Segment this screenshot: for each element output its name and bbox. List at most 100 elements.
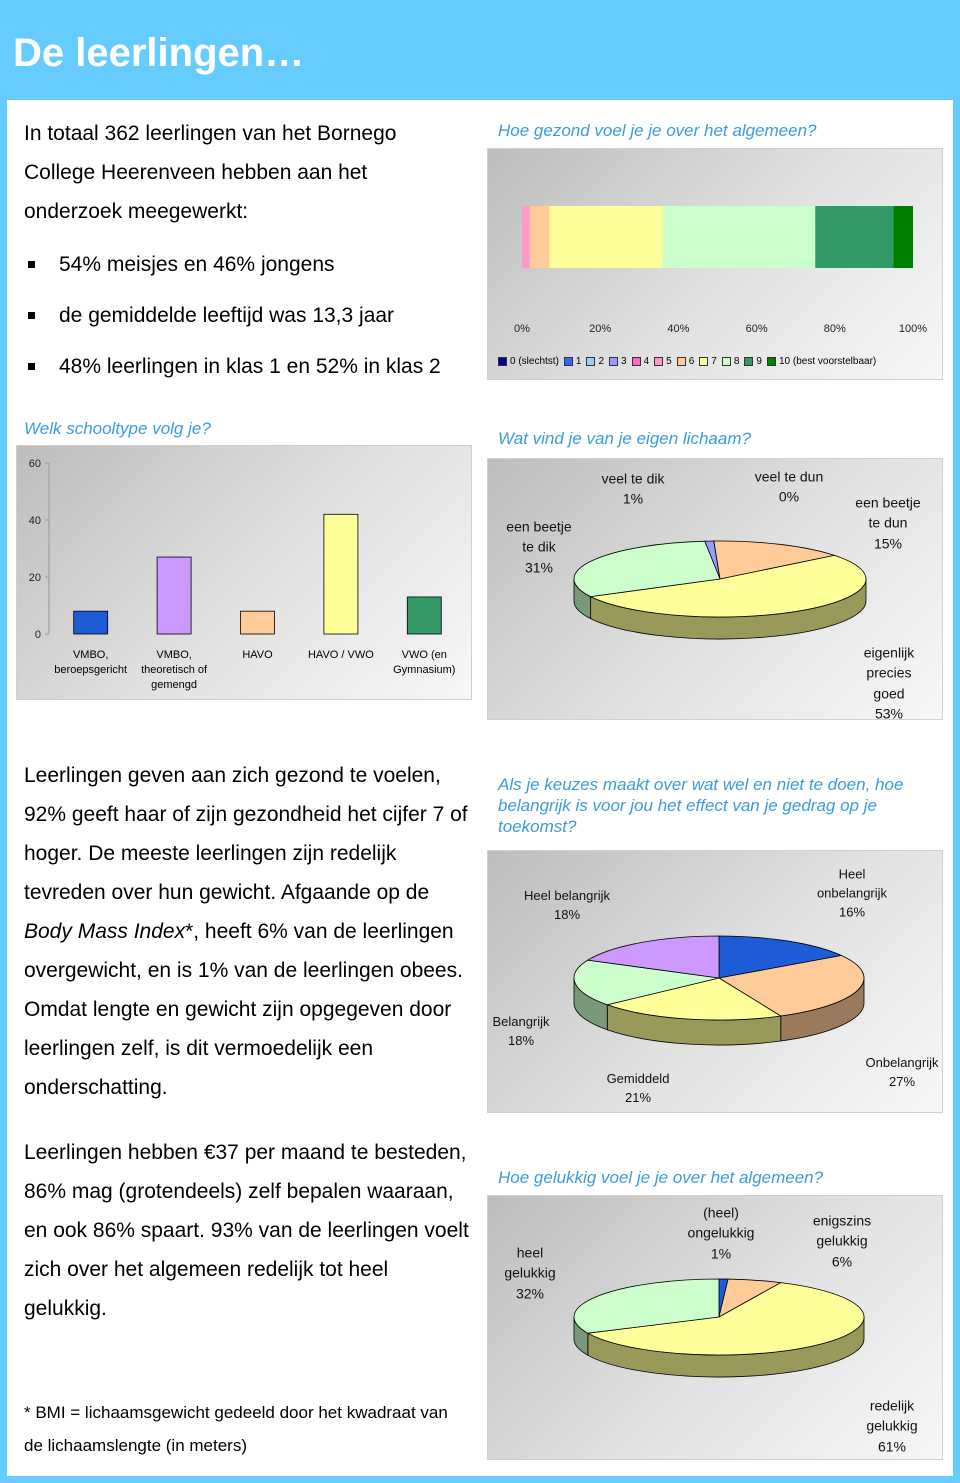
bar-segment	[522, 206, 530, 268]
legend-label: 2	[598, 356, 605, 367]
slice-name: Gemiddeld	[606, 1071, 670, 1087]
slice-label: redelijk gelukkig 61%	[857, 1396, 927, 1457]
legend-swatch	[676, 356, 686, 366]
slice-label: Onbelangrijk 27%	[857, 1054, 947, 1092]
slice-label: Heel onbelangrijk 16%	[812, 866, 892, 923]
legend-item: 4	[631, 356, 650, 367]
emphasis: Body Mass Index	[24, 920, 186, 943]
legend-swatch	[631, 356, 641, 366]
slice-name: eigenlijk precies goed	[863, 644, 915, 701]
slice-name: (heel) ongelukkig	[687, 1204, 755, 1241]
slice-value: 21%	[624, 1090, 652, 1105]
legend-item: 1	[563, 356, 582, 367]
slice-value: 18%	[507, 1033, 535, 1048]
slice-value: 27%	[888, 1074, 916, 1089]
slice-value: 1%	[710, 1245, 732, 1262]
legend-swatch	[498, 356, 507, 366]
slice-label: veel te dik 1%	[588, 469, 678, 510]
legend-swatch	[766, 356, 776, 366]
pie-slice	[713, 540, 836, 580]
slice-value: 61%	[877, 1438, 907, 1455]
page-title: De leerlingen…	[13, 31, 305, 75]
slice-label: enigszins gelukkig 6%	[805, 1211, 880, 1272]
legend-swatch	[744, 356, 754, 366]
bar	[406, 596, 442, 635]
slice-value: 31%	[524, 559, 554, 576]
slice-name: Heel belangrijk	[524, 888, 610, 904]
slice-value: 1%	[622, 491, 644, 507]
slice-value: 6%	[831, 1253, 853, 1270]
x-tick-label: 80%	[824, 323, 846, 335]
chart-title: Als je keuzes maakt over wat wel en niet…	[498, 775, 904, 836]
header: De leerlingen…	[7, 7, 953, 103]
y-tick-label: 40	[29, 515, 41, 527]
plot: 0 20 40 60	[29, 458, 442, 641]
slice-name: Heel onbelangrijk	[816, 866, 888, 901]
pie-slice	[589, 554, 867, 618]
bar	[323, 513, 359, 635]
legend-swatch	[699, 356, 709, 366]
x-tick-label: 40%	[667, 323, 689, 335]
slice-name: Belangrijk	[492, 1014, 550, 1030]
slice-label: Gemiddeld 21%	[593, 1070, 683, 1108]
slice-label: een beetje te dun 15%	[851, 493, 926, 554]
pie-slice	[605, 977, 782, 1021]
x-tick-label: 60%	[746, 323, 768, 335]
slice-value: 15%	[873, 535, 903, 552]
pie-slice	[573, 959, 720, 1006]
slice-name: een beetje te dik	[506, 518, 572, 555]
bullet-list: 54% meisjes en 46% jongens de gemiddelde…	[24, 245, 441, 398]
legend-item: 3	[609, 356, 627, 367]
chart-title: Wat vind je van je eigen lichaam?	[498, 429, 751, 448]
paragraph: Leerlingen hebben €37 per maand te beste…	[24, 1133, 469, 1328]
slice-name: enigszins gelukkig	[812, 1212, 872, 1249]
paragraph: Leerlingen geven aan zich gezond te voel…	[24, 756, 469, 1107]
chart-title: Hoe gezond voel je je over het algemeen?	[498, 121, 817, 140]
legend-label: 3	[621, 356, 627, 367]
legend-label: 9	[756, 356, 762, 367]
legend-label: 10 (best voorstelbaar)	[778, 356, 877, 367]
chart-title: Welk schooltype volg je?	[24, 419, 211, 438]
plot	[573, 935, 865, 1046]
pie-slice	[586, 935, 720, 979]
footnote: * BMI = lichaamsgewicht gedeeld door het…	[24, 1403, 448, 1455]
slice-label: Heel belangrijk 18%	[512, 887, 622, 925]
slice-name: redelijk gelukkig	[866, 1397, 918, 1434]
text: Leerlingen hebben €37 per maand te beste…	[24, 1141, 469, 1320]
legend-label: 4	[643, 356, 650, 367]
legend-label: 1	[575, 356, 582, 367]
plot	[573, 1278, 865, 1378]
x-tick-label: VWO (en Gymnasium)	[393, 649, 456, 676]
legend-item: 10 (best voorstelbaar)	[766, 356, 877, 367]
x-tick-label: VMBO, theoretisch of gemengd	[141, 649, 208, 691]
bullet: 54% meisjes en 46% jongens	[24, 245, 441, 296]
slice-value: 16%	[838, 904, 866, 920]
bar-segment	[815, 206, 894, 268]
legend-item: 7	[699, 356, 717, 367]
legend-swatch	[609, 356, 619, 366]
slice-name: veel te dun	[754, 468, 824, 485]
slice-name: heel gelukkig	[504, 1244, 556, 1281]
slice-label: eigenlijk precies goed 53%	[857, 642, 922, 723]
legend-item: 6	[676, 356, 695, 367]
bar	[240, 610, 275, 635]
legend-item: 2	[586, 356, 604, 367]
pie-slice	[718, 935, 843, 979]
slice-label: (heel) ongelukkig 1%	[681, 1203, 761, 1264]
slice-value: 0%	[778, 489, 800, 505]
bullet: 48% leerlingen in klas 1 en 52% in klas …	[24, 347, 441, 398]
legend-item: 9	[744, 356, 762, 367]
legend-swatch	[721, 356, 731, 366]
intro-text: In totaal 362 leerlingen van het Bornego…	[24, 122, 397, 223]
pie-slice	[573, 540, 721, 598]
plot: 0% 20% 40% 60% 80% 100%	[514, 206, 927, 335]
bar-segment	[893, 206, 913, 268]
legend-label: 5	[666, 356, 672, 367]
slice-name: Onbelangrijk	[865, 1055, 939, 1071]
chart-title: Hoe gelukkig voel je je over het algemee…	[498, 1168, 824, 1187]
chart: veel te dik 1% veel te dun 0% een beetje te …	[487, 458, 943, 723]
legend-label: 6	[688, 356, 695, 367]
